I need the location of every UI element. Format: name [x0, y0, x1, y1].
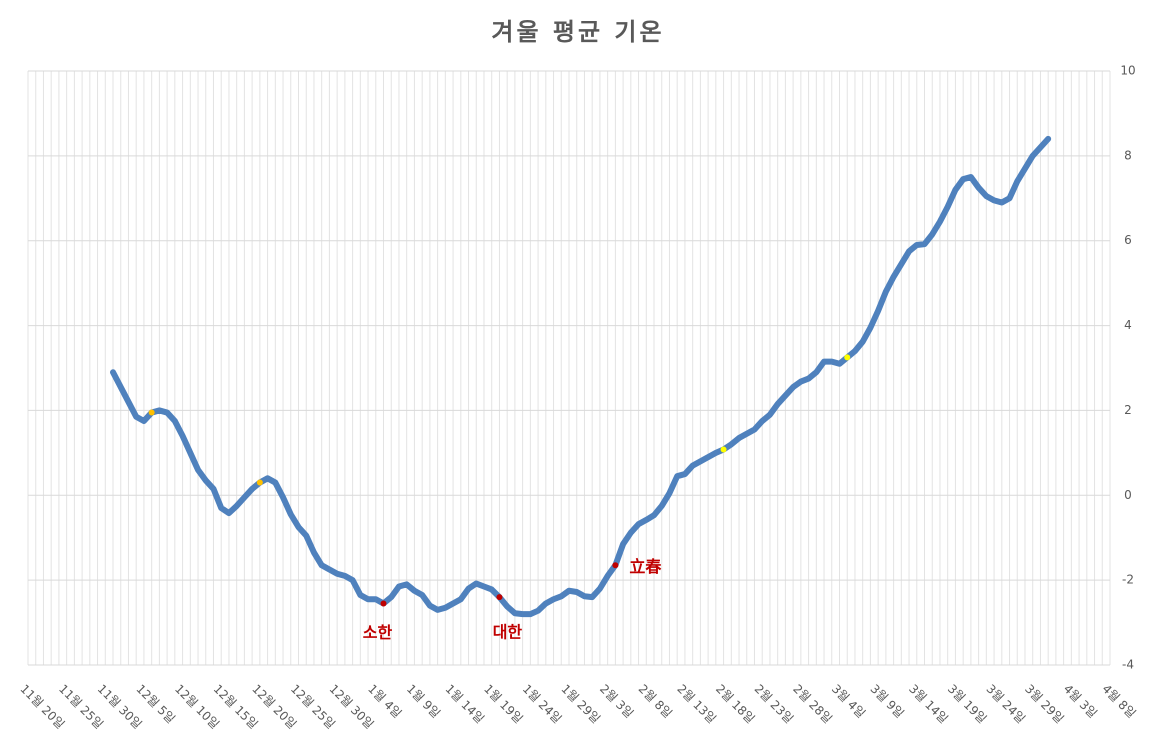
x-tick-label: 3월 4일 [829, 682, 868, 721]
x-tick-label: 3월 24일 [983, 682, 1027, 726]
y-tick-label: 10 [1120, 64, 1135, 78]
data-line [110, 135, 1052, 618]
annotation-label: 立春 [629, 557, 662, 576]
annotation-label: 대한 [493, 623, 523, 642]
x-tick-label: 2월 28일 [790, 682, 834, 726]
chart-title: 겨울 평균 기온 [491, 18, 664, 46]
x-tick-label: 2월 13일 [674, 682, 718, 726]
annotation-label: 소한 [363, 623, 393, 642]
y-tick-label: 0 [1124, 488, 1132, 502]
x-tick-label: 2월 23일 [752, 682, 796, 726]
y-tick-label: 8 [1124, 148, 1132, 162]
x-tick-label: 3월 14일 [906, 682, 950, 726]
y-tick-label: 6 [1124, 233, 1132, 247]
annotation-marker [496, 594, 503, 601]
x-tick-label: 2월 8일 [636, 682, 675, 721]
y-tick-label: -2 [1122, 573, 1134, 587]
x-tick-label: 2월 18일 [713, 682, 757, 726]
x-tick-label: 1월 19일 [481, 682, 525, 726]
term-marker [148, 409, 155, 416]
annotation-marker [612, 562, 619, 569]
x-tick-label: 1월 9일 [404, 682, 443, 721]
y-tick-label: -4 [1122, 658, 1134, 672]
term-marker [844, 354, 851, 361]
x-tick-label: 1월 29일 [558, 682, 602, 726]
x-tick-label: 4월 8일 [1099, 682, 1138, 721]
x-tick-label: 3월 29일 [1022, 682, 1066, 726]
term-marker [256, 479, 263, 486]
annotation-marker [380, 600, 387, 607]
x-tick-label: 4월 3일 [1061, 682, 1100, 721]
y-tick-label: 2 [1124, 403, 1132, 417]
x-tick-label: 1월 14일 [442, 682, 486, 726]
x-tick-label: 1월 4일 [365, 682, 404, 721]
x-tick-label: 3월 19일 [945, 682, 989, 726]
x-tick-label: 3월 9일 [868, 682, 907, 721]
term-marker [720, 446, 727, 453]
y-tick-label: 4 [1124, 318, 1132, 332]
x-tick-label: 1월 24일 [520, 682, 564, 726]
x-tick-label: 2월 3일 [597, 682, 636, 721]
